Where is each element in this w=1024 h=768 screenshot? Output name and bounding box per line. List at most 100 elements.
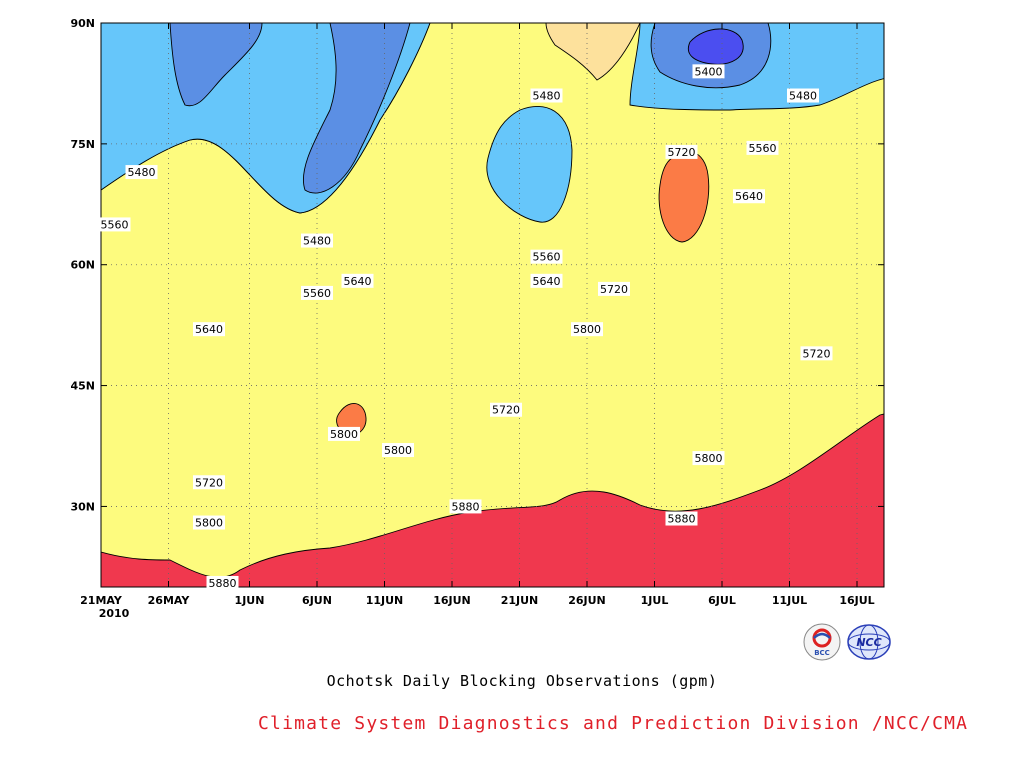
- contour-label-5880: 5880: [449, 499, 482, 514]
- contour-label-text: 5640: [533, 275, 561, 288]
- contour-label-text: 5640: [195, 323, 223, 336]
- x-tick-label: 16JUN: [433, 594, 471, 607]
- x-tick-label: 21JUN: [501, 594, 539, 607]
- svg-text:BCC: BCC: [814, 649, 830, 657]
- contour-label-box: [530, 273, 563, 288]
- contour-label-box: [530, 249, 563, 264]
- contour-label-text: 5880: [209, 577, 237, 590]
- contour-label-5800: 5800: [692, 451, 725, 466]
- contour-label-text: 5560: [101, 218, 129, 231]
- contour-label-box: [193, 475, 225, 490]
- contour-label-5720: 5720: [193, 475, 225, 490]
- contour-label-box: [490, 402, 522, 417]
- contour-label-5400: 5400: [692, 64, 725, 79]
- contour-label-box: [301, 233, 333, 248]
- contour-label-text: 5560: [303, 287, 331, 300]
- contour-label-5480: 5480: [125, 165, 158, 180]
- y-tick-label: 60N: [70, 259, 95, 272]
- contour-fills: [101, 23, 884, 587]
- contour-label-5640: 5640: [530, 273, 563, 288]
- contour-label-text: 5480: [789, 90, 817, 103]
- contour-label-5720: 5720: [490, 402, 522, 417]
- contour-label-5800: 5800: [382, 443, 414, 458]
- contour-label-text: 5800: [695, 452, 723, 465]
- contour-label-5880: 5880: [665, 511, 698, 526]
- contour-label-text: 5720: [600, 283, 628, 296]
- contour-label-text: 5640: [344, 275, 372, 288]
- contour-label-text: 5880: [452, 500, 480, 513]
- contour-label-5800: 5800: [193, 515, 225, 530]
- contour-label-box: [665, 144, 698, 159]
- contour-label-box: [382, 443, 414, 458]
- contour-label-text: 5480: [303, 235, 331, 248]
- contour-label-text: 5400: [695, 65, 723, 78]
- contour-label-5480: 5480: [787, 88, 819, 103]
- contour-label-text: 5800: [195, 517, 223, 530]
- x-tick-label: 26MAY: [148, 594, 191, 607]
- contour-label-5800: 5800: [328, 426, 360, 441]
- contour-label-text: 5480: [533, 90, 561, 103]
- contour-label-text: 5800: [384, 444, 412, 457]
- x-tick-label: 1JUN: [235, 594, 265, 607]
- band-below-5400: [688, 28, 744, 65]
- contour-label-text: 5720: [195, 476, 223, 489]
- contour-label-5720: 5720: [598, 281, 630, 296]
- x-tick-label: 11JUN: [366, 594, 404, 607]
- band-5400-5480-a: [169, 23, 263, 107]
- x-tick-label: 21MAY: [80, 594, 123, 607]
- bcc-logo: BCC: [803, 623, 841, 661]
- contour-label-box: [301, 285, 333, 300]
- y-axis-ticks: 90N 75N 60N 45N 30N: [70, 17, 884, 513]
- contour-label-5800: 5800: [571, 322, 603, 337]
- contour-label-box: [692, 64, 725, 79]
- contour-label-5480: 5480: [301, 233, 333, 248]
- svg-text:NCC: NCC: [856, 636, 881, 649]
- band-5400-5480-b: [303, 23, 411, 194]
- contour-label-box: [571, 322, 603, 337]
- band-5800-5880-cell-b: [658, 150, 710, 243]
- x-year-label: 2010: [99, 607, 130, 620]
- contour-label-box: [800, 346, 833, 361]
- contour-label-box: [692, 451, 725, 466]
- chart-title: Ochotsk Daily Blocking Observations (gpm…: [326, 672, 718, 690]
- x-tick-label: 1JUL: [641, 594, 669, 607]
- contour-label-text: 5560: [533, 251, 561, 264]
- y-tick-label: 45N: [70, 380, 95, 393]
- contour-label-5480: 5480: [530, 88, 563, 103]
- contour-label-box: [98, 217, 131, 232]
- y-tick-label: 75N: [70, 138, 95, 151]
- contour-label-box: [787, 88, 819, 103]
- contour-label-5560: 5560: [530, 249, 563, 264]
- y-tick-label: 30N: [70, 500, 95, 513]
- contour-label-text: 5720: [668, 146, 696, 159]
- contour-label-text: 5720: [803, 347, 831, 360]
- y-tick-label: 90N: [70, 17, 95, 30]
- x-axis-ticks: 21MAY 26MAY 1JUN 6JUN 11JUN 16JUN 21JUN 26JUN 1J…: [80, 23, 875, 620]
- contour-label-box: [193, 515, 225, 530]
- contour-label-text: 5560: [749, 142, 777, 155]
- contour-label-box: [530, 88, 563, 103]
- contour-label-box: [206, 575, 239, 590]
- contour-label-box: [449, 499, 482, 514]
- contour-label-5560: 5560: [98, 217, 131, 232]
- contour-label-5880: 5880: [206, 575, 239, 590]
- contour-label-box: [341, 273, 374, 288]
- contour-label-text: 5800: [330, 428, 358, 441]
- contour-label-box: [598, 281, 630, 296]
- ncc-logo: NCC: [847, 624, 891, 660]
- contour-label-5640: 5640: [193, 322, 225, 337]
- contour-label-text: 5640: [735, 190, 763, 203]
- contour-label-text: 5720: [492, 404, 520, 417]
- credit-line: Climate System Diagnostics and Predictio…: [258, 713, 969, 734]
- contour-label-box: [328, 426, 360, 441]
- contour-label-box: [733, 189, 765, 204]
- contour-label-5560: 5560: [301, 285, 333, 300]
- contour-label-box: [193, 322, 225, 337]
- contour-label-box: [746, 140, 779, 155]
- contour-label-box: [125, 165, 158, 180]
- band-5640-5720-bump: [545, 23, 641, 81]
- contour-label-5560: 5560: [746, 140, 779, 155]
- x-tick-label: 16JUL: [839, 594, 874, 607]
- x-tick-label: 11JUL: [772, 594, 807, 607]
